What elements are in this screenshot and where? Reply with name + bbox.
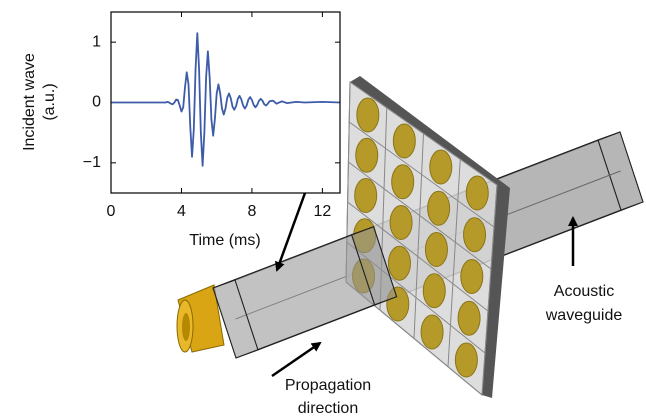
diagram-label: waveguide [545,307,623,324]
x-tick-label: 8 [247,203,256,220]
resonator [356,138,378,172]
resonator [464,218,486,252]
resonator [355,179,377,213]
resonator [466,176,488,210]
x-axis-label: Time (ms) [189,232,260,249]
x-tick-label: 12 [313,203,331,220]
y-axis-label: (a.u.) [41,83,58,120]
resonator [425,233,447,267]
resonator [455,343,477,377]
resonator [428,191,450,225]
diagram-label: direction [298,400,358,417]
resonator [393,124,415,158]
diagram-label: Propagation [285,377,371,394]
figure: Propagation direction Acoustic waveguide… [0,0,646,420]
resonator [430,150,452,184]
resonator [423,274,445,308]
diagram-label: Acoustic [554,283,614,300]
y-axis-label: Incident wave [21,53,38,151]
y-tick-label: 0 [92,94,101,111]
resonator [390,206,412,240]
resonator [357,98,379,132]
resonator [388,246,410,280]
resonator [392,165,414,199]
resonator [458,301,480,335]
x-tick-label: 0 [107,203,116,220]
resonator [461,260,483,294]
y-tick-label: 1 [92,33,101,50]
arrow [272,343,320,376]
y-tick-label: −1 [83,154,101,171]
x-tick-label: 4 [177,203,186,220]
resonator [421,315,443,349]
